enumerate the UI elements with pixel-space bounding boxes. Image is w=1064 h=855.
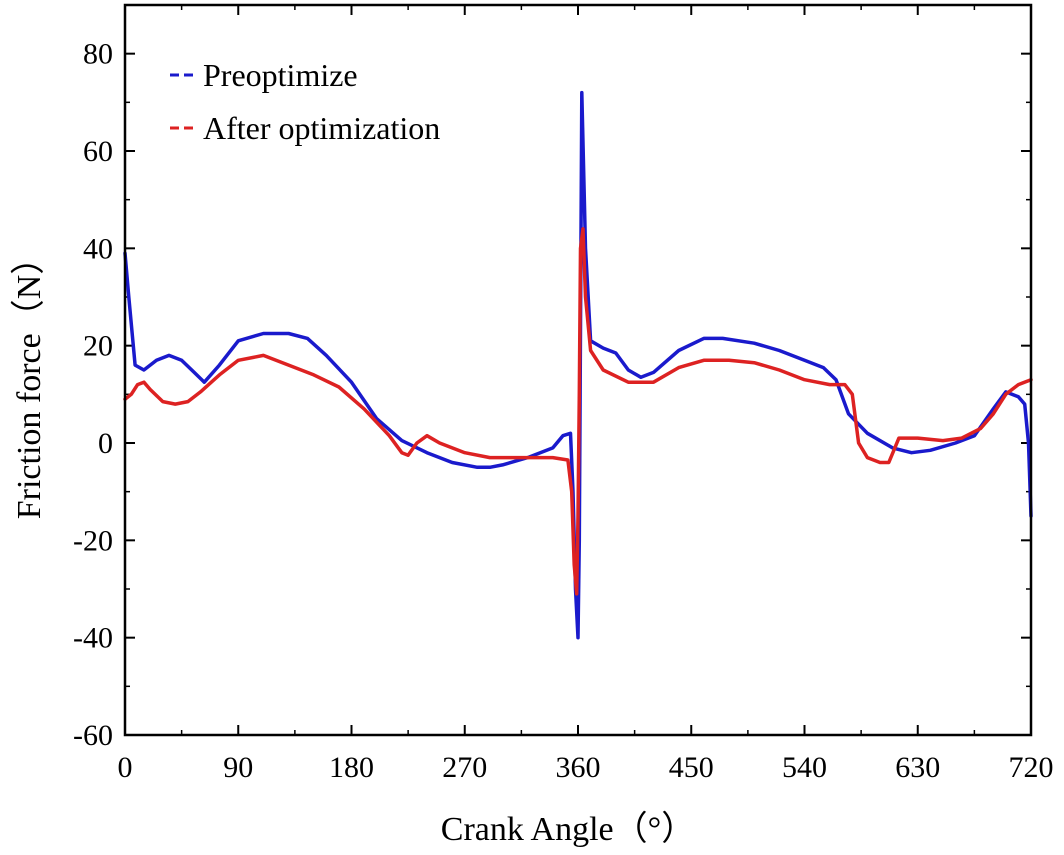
y-tick-label: -60: [73, 719, 113, 752]
x-tick-label: 630: [895, 751, 940, 784]
x-tick-label: 0: [118, 751, 133, 784]
y-tick-label: 80: [83, 38, 113, 71]
x-tick-label: 540: [782, 751, 827, 784]
x-axis-title: Crank Angle（°）: [441, 810, 695, 848]
lines-layer: [123, 90, 1033, 640]
ticks-layer: 0 90 180 270 360 450 540 630 720 -60 -40 -20 0 20 40 60…: [73, 5, 1054, 784]
x-tick-label: 180: [329, 751, 374, 784]
y-axis-title: Friction force（N）: [10, 241, 48, 520]
series-line-1: [123, 227, 1033, 596]
legend-label-preoptimize: Preoptimize: [203, 57, 358, 93]
y-tick-label: -20: [73, 524, 113, 557]
y-tick-label: 0: [98, 427, 113, 460]
x-tick-label: 720: [1009, 751, 1054, 784]
x-tick-label: 450: [669, 751, 714, 784]
y-tick-label: 60: [83, 135, 113, 168]
x-tick-label: 90: [223, 751, 253, 784]
y-tick-label: 40: [83, 232, 113, 265]
x-tick-label: 270: [442, 751, 487, 784]
legend-label-after-optimization: After optimization: [203, 110, 440, 146]
y-tick-label: -40: [73, 622, 113, 655]
legend: Preoptimize After optimization: [170, 57, 440, 146]
plot-frame: [123, 3, 1033, 737]
x-tick-label: 360: [556, 751, 601, 784]
y-tick-label: 20: [83, 330, 113, 363]
